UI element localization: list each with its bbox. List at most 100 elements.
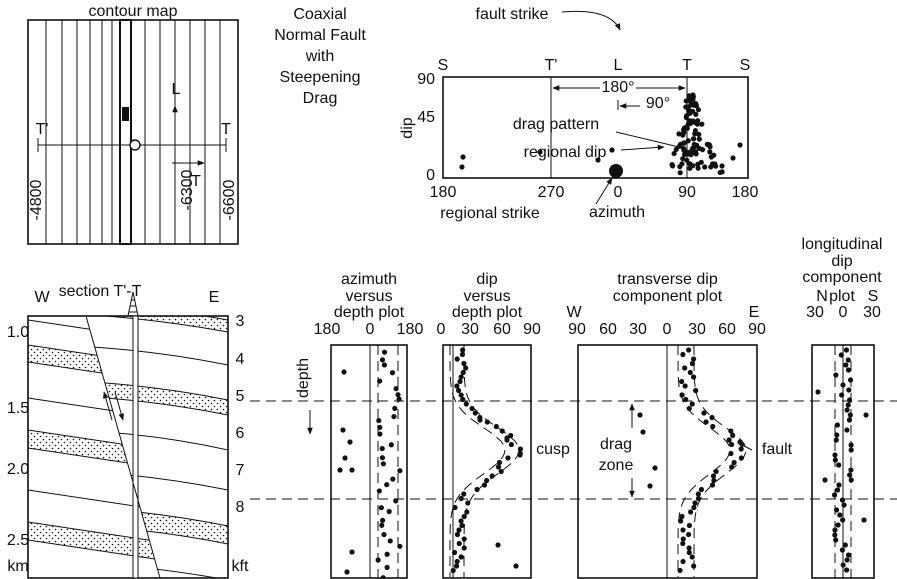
label: 90° [646, 95, 670, 112]
contour-label: -6300 [179, 169, 196, 210]
point [699, 147, 706, 153]
point [537, 149, 543, 155]
point [461, 360, 467, 367]
point [609, 147, 615, 153]
point [846, 397, 853, 403]
point [677, 567, 683, 574]
top-label: S [438, 57, 449, 74]
point [386, 508, 392, 515]
point [461, 545, 467, 551]
point [454, 356, 460, 362]
point [495, 464, 502, 470]
horizon [28, 489, 160, 521]
point [709, 414, 715, 421]
point [464, 509, 470, 515]
annotation: drag [600, 436, 632, 453]
point [680, 127, 687, 133]
point [458, 392, 464, 398]
point [677, 518, 684, 524]
point [680, 536, 686, 542]
point [845, 357, 851, 363]
point [380, 517, 386, 524]
point [711, 152, 717, 158]
well-symbol [122, 107, 129, 121]
direction-label: S [868, 288, 879, 305]
point [839, 547, 846, 553]
point [690, 102, 697, 108]
top-label: T' [545, 57, 558, 74]
heading-line: with [305, 48, 334, 65]
point [349, 467, 355, 473]
y-tick-label: 90 [417, 71, 435, 88]
point [693, 387, 699, 394]
point [691, 504, 697, 511]
point [681, 146, 687, 152]
label: regional dip [524, 144, 607, 161]
label: L [172, 81, 181, 98]
annotation: azimuth [589, 204, 645, 221]
point [833, 507, 840, 513]
point [688, 509, 694, 515]
point [380, 575, 386, 579]
point [695, 107, 702, 113]
point [337, 467, 343, 473]
point [728, 441, 735, 448]
stippled-bed [28, 521, 160, 571]
point [376, 417, 382, 424]
direction-label: E [749, 304, 760, 321]
point [689, 401, 695, 407]
point [702, 164, 708, 170]
point [726, 437, 732, 443]
depth-label: 1.5 [7, 400, 29, 417]
point [690, 374, 697, 380]
x-tick-label: 270 [538, 184, 565, 201]
point [846, 387, 852, 393]
point [695, 495, 702, 502]
point [452, 504, 458, 511]
tick-label: 90 [748, 321, 766, 338]
point [845, 402, 851, 408]
point [495, 542, 501, 548]
point [342, 455, 348, 461]
point [686, 549, 692, 556]
point [686, 405, 692, 412]
point [461, 536, 467, 542]
point [504, 435, 510, 441]
point [508, 441, 514, 448]
point [848, 467, 854, 473]
point [397, 543, 403, 549]
stippled-bed [86, 316, 228, 333]
point [695, 161, 701, 167]
point [474, 486, 480, 493]
point [687, 118, 693, 124]
tick-label: 90 [568, 321, 586, 338]
point [843, 347, 850, 353]
stippled-bed [28, 429, 160, 479]
tick-label: 30 [863, 304, 881, 321]
point [463, 401, 469, 407]
point [376, 488, 382, 494]
point [477, 417, 483, 423]
point [686, 531, 692, 538]
point [652, 465, 658, 471]
panel-title: section T'-T [59, 283, 142, 300]
point [671, 150, 677, 157]
envelope [449, 345, 506, 577]
tick-label: 60 [493, 321, 511, 338]
point [484, 419, 490, 425]
x-tick-label: 0 [614, 184, 623, 201]
panel-title: contour map [89, 3, 178, 20]
point [846, 417, 853, 423]
map-frame [27, 19, 239, 245]
point [693, 111, 699, 117]
point [839, 497, 846, 503]
point [847, 377, 854, 383]
point [683, 396, 689, 403]
point [469, 405, 475, 412]
point [393, 498, 399, 504]
point [698, 486, 705, 493]
point [344, 569, 350, 575]
point [389, 370, 396, 376]
y-tick-label: 45 [417, 109, 435, 126]
